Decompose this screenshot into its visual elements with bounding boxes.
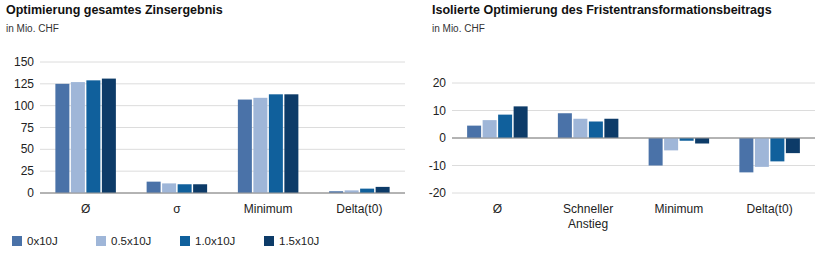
bar [376, 187, 390, 193]
x-tick-label: Ø [493, 202, 502, 216]
x-tick-label: Minimum [244, 202, 293, 216]
x-tick-label: Delta(t0) [336, 202, 382, 216]
legend-swatch [12, 236, 22, 246]
bar [193, 184, 207, 193]
bar [238, 100, 252, 193]
bar [514, 106, 528, 138]
x-tick-label: Delta(t0) [747, 202, 793, 216]
y-tick-label: 150 [14, 55, 34, 69]
bar [589, 122, 603, 139]
chart-canvas: Optimierung gesamtes Zinsergebnis in Mio.… [0, 0, 825, 261]
chart-0: Optimierung gesamtes Zinsergebnis in Mio.… [6, 3, 405, 247]
chart-subtitle: in Mio. CHF [6, 23, 59, 34]
bar [664, 138, 678, 150]
bar [253, 98, 267, 193]
y-tick-label: 50 [21, 142, 35, 156]
y-tick-label: 125 [14, 77, 34, 91]
bar [102, 79, 116, 193]
bar [147, 182, 161, 193]
bar [498, 115, 512, 138]
y-tick-label: 100 [14, 99, 34, 113]
legend: 0x10J 0.5x10J 1.0x10J 1.5x10J [12, 235, 319, 247]
bar [739, 138, 753, 172]
legend-swatch [264, 236, 274, 246]
zero-line [452, 138, 815, 139]
bar [755, 138, 769, 167]
bar [284, 94, 298, 193]
bar [558, 113, 572, 138]
x-tick-label: σ [173, 202, 181, 216]
bar [55, 84, 69, 193]
chart-title: Optimierung gesamtes Zinsergebnis [6, 3, 223, 17]
chart-title: Isolierte Optimierung des Fristentransfo… [432, 3, 772, 17]
bar [770, 138, 784, 161]
bar [604, 119, 618, 138]
bar [467, 126, 481, 138]
legend-label: 1.5x10J [279, 235, 319, 247]
y-tick-label: 0 [27, 186, 34, 200]
bar [695, 138, 709, 144]
bar [71, 82, 85, 193]
grid-line [452, 193, 815, 194]
bar [269, 94, 283, 193]
y-tick-label: 20 [433, 76, 447, 90]
zero-line [40, 193, 405, 194]
bar [649, 138, 663, 166]
grid-line [40, 193, 405, 194]
bar [162, 183, 176, 193]
x-tick-label: Ø [81, 202, 90, 216]
bar [360, 189, 374, 193]
legend-label: 0x10J [27, 235, 58, 247]
y-tick-label: 10 [433, 104, 447, 118]
bars [467, 106, 800, 172]
legend-swatch [180, 236, 190, 246]
legend-label: 1.0x10J [195, 235, 235, 247]
y-tick-label: 75 [21, 121, 35, 135]
bar [483, 120, 497, 138]
grid-line [40, 62, 405, 63]
chart-1: Isolierte Optimierung des Fristentransfo… [429, 3, 815, 231]
x-tick-label: SchnellerAnstieg [563, 202, 613, 231]
grid-line [452, 110, 815, 111]
grid-line [452, 83, 815, 84]
bar [573, 119, 587, 138]
y-tick-label: 25 [21, 164, 35, 178]
y-tick-label: 0 [439, 131, 446, 145]
chart-subtitle: in Mio. CHF [432, 23, 485, 34]
bar [786, 138, 800, 153]
legend-swatch [96, 236, 106, 246]
x-tick-label: Minimum [655, 202, 704, 216]
grid-line [452, 138, 815, 139]
y-tick-label: -10 [429, 159, 447, 173]
bars [55, 79, 389, 193]
bar [178, 184, 192, 193]
y-tick-label: -20 [429, 186, 447, 200]
legend-label: 0.5x10J [111, 235, 151, 247]
bar [86, 80, 100, 193]
